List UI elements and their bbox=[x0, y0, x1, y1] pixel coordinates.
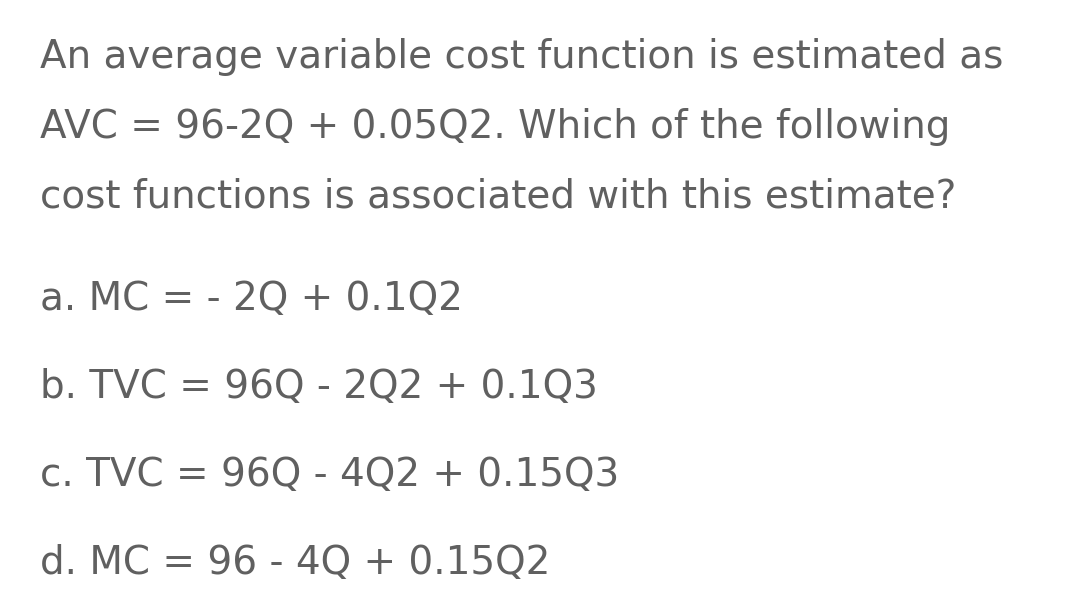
Text: d. MC = 96 - 4Q + 0.15Q2: d. MC = 96 - 4Q + 0.15Q2 bbox=[40, 544, 551, 582]
Text: a. MC = - 2Q + 0.1Q2: a. MC = - 2Q + 0.1Q2 bbox=[40, 280, 463, 318]
Text: c. TVC = 96Q - 4Q2 + 0.15Q3: c. TVC = 96Q - 4Q2 + 0.15Q3 bbox=[40, 456, 619, 494]
Text: AVC = 96-2Q + 0.05Q2. Which of the following: AVC = 96-2Q + 0.05Q2. Which of the follo… bbox=[40, 108, 950, 146]
Text: An average variable cost function is estimated as: An average variable cost function is est… bbox=[40, 38, 1003, 76]
Text: b. TVC = 96Q - 2Q2 + 0.1Q3: b. TVC = 96Q - 2Q2 + 0.1Q3 bbox=[40, 368, 598, 406]
Text: cost functions is associated with this estimate?: cost functions is associated with this e… bbox=[40, 178, 957, 216]
